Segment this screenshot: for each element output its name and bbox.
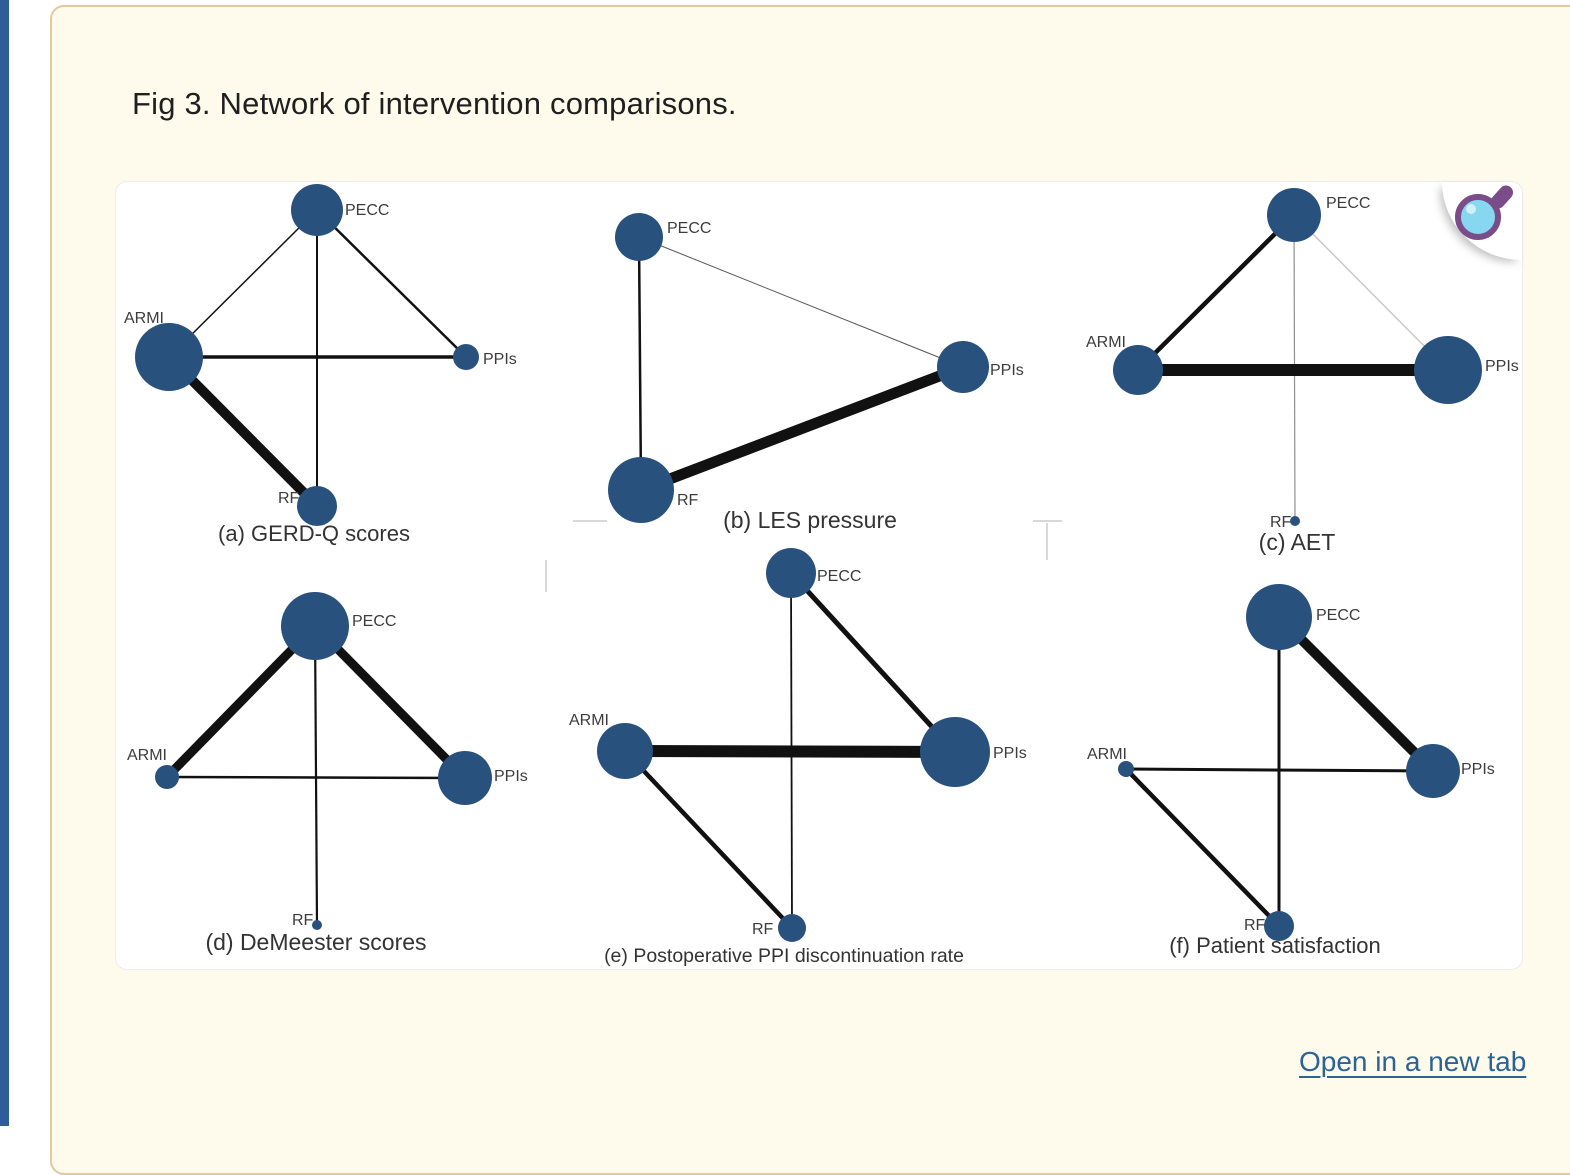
- left-accent-bar: [0, 0, 9, 1126]
- network-b-node-label-PECC: PECC: [667, 220, 711, 237]
- network-b-edge-PECC-PPIs: [638, 236, 964, 368]
- network-f-node-RF: [1264, 911, 1294, 941]
- network-f-edge-ARMI-PPIs: [1125, 767, 1434, 773]
- network-c-node-label-PECC: PECC: [1326, 195, 1370, 212]
- network-a-node-PECC: [291, 184, 343, 236]
- network-d-node-PECC: [281, 592, 349, 660]
- figure-image-card: [115, 181, 1523, 970]
- network-d-node-label-ARMI: ARMI: [127, 747, 167, 764]
- network-e-node-label-PPIs: PPIs: [993, 745, 1027, 762]
- network-a-node-label-PPIs: PPIs: [483, 351, 517, 368]
- network-e-edge-ARMI-PPIs: [624, 745, 956, 758]
- network-d-edge-PECC-RF: [313, 625, 319, 926]
- network-d-edge-PECC-PPIs: [311, 622, 469, 782]
- network-f-node-PPIs: [1406, 744, 1460, 798]
- network-d-node-RF: [312, 920, 322, 930]
- network-d-node-label-PECC: PECC: [352, 613, 396, 630]
- network-d-node-ARMI: [155, 765, 179, 789]
- figure-title: Fig 3. Network of intervention compariso…: [132, 86, 737, 121]
- zoom-corner-button[interactable]: [1442, 182, 1522, 260]
- network-c-edge-ARMI-PECC: [1136, 213, 1296, 372]
- network-f-node-label-RF: RF: [1244, 917, 1266, 934]
- network-a-node-ARMI: [135, 323, 203, 391]
- network-d-node-PPIs: [438, 751, 492, 805]
- network-d-caption: (d) DeMeester scores: [205, 929, 426, 955]
- network-f-node-ARMI: [1118, 761, 1134, 777]
- network-c-node-ARMI: [1113, 345, 1163, 395]
- network-d-edge-ARMI-PPIs: [166, 775, 466, 780]
- network-e-node-label-RF: RF: [752, 921, 774, 938]
- magnifier-zoom-icon: [1455, 185, 1514, 240]
- network-b-node-RF: [608, 457, 674, 523]
- network-a-edge-PECC-PPIs: [316, 209, 467, 358]
- network-f-edge-PECC-PPIs: [1275, 613, 1437, 775]
- network-c-node-label-RF: RF: [1270, 514, 1292, 531]
- network-c-node-RF: [1290, 516, 1300, 526]
- network-e-node-label-ARMI: ARMI: [569, 712, 609, 729]
- network-d-edge-ARMI-PECC: [163, 622, 319, 781]
- network-e-node-label-PECC: PECC: [817, 568, 861, 585]
- network-f-node-label-PPIs: PPIs: [1461, 761, 1495, 778]
- network-b-edge-PECC-RF: [637, 236, 643, 491]
- network-e-node-PECC: [766, 548, 816, 598]
- network-c-node-label-PPIs: PPIs: [1485, 358, 1519, 375]
- network-d-node-label-PPIs: PPIs: [494, 768, 528, 785]
- network-e-edge-ARMI-RF: [623, 749, 794, 930]
- network-b-edge-RF-PPIs: [639, 361, 965, 496]
- network-f-edge-ARMI-RF: [1124, 767, 1281, 928]
- network-f-node-label-PECC: PECC: [1316, 607, 1360, 624]
- network-f-node-label-ARMI: ARMI: [1087, 746, 1127, 763]
- network-a-node-PPIs: [453, 344, 479, 370]
- network-b-node-PECC: [615, 213, 663, 261]
- network-e-node-ARMI: [597, 723, 653, 779]
- network-c-node-PPIs: [1414, 336, 1482, 404]
- open-in-new-tab-link[interactable]: Open in a new tab: [1299, 1046, 1527, 1077]
- network-a-node-label-RF: RF: [278, 490, 300, 507]
- network-b-node-label-RF: RF: [677, 492, 699, 509]
- network-e-caption: (e) Postoperative PPI discontinuation ra…: [604, 945, 964, 967]
- network-a-edge-ARMI-PECC: [168, 209, 318, 358]
- network-d-node-label-RF: RF: [292, 912, 314, 929]
- network-b-caption: (b) LES pressure: [723, 507, 897, 533]
- network-e-node-PPIs: [920, 717, 990, 787]
- network-f-node-PECC: [1246, 584, 1312, 650]
- network-a-node-label-PECC: PECC: [345, 202, 389, 219]
- network-b-node-PPIs: [937, 341, 989, 393]
- network-c-node-label-ARMI: ARMI: [1086, 334, 1126, 351]
- network-f-caption: (f) Patient satisfaction: [1169, 933, 1381, 958]
- network-a-node-label-ARMI: ARMI: [124, 310, 164, 327]
- network-c-edge-PECC-PPIs: [1293, 214, 1449, 371]
- network-e-node-RF: [778, 914, 806, 942]
- network-diagrams-svg: PECC ARMI PPIs RF (a) GERD-Q scores PECC PPIs R…: [124, 184, 1519, 967]
- network-a-edge-ARMI-RF: [165, 353, 321, 510]
- network-a-caption: (a) GERD-Q scores: [218, 521, 410, 546]
- network-c-node-PECC: [1267, 188, 1321, 242]
- network-e-edge-PECC-PPIs: [789, 571, 957, 754]
- network-c-caption: (c) AET: [1259, 529, 1336, 555]
- network-a-node-RF: [297, 486, 337, 526]
- network-b-node-label-PPIs: PPIs: [990, 362, 1024, 379]
